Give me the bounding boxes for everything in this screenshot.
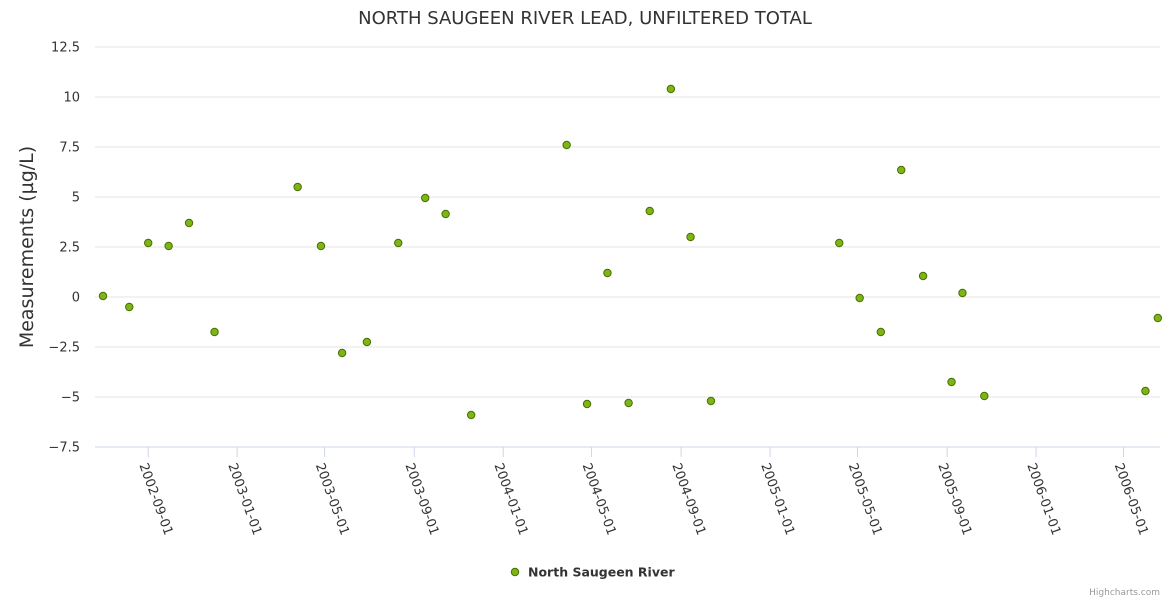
data-point[interactable] bbox=[441, 209, 450, 219]
legend-label[interactable]: North Saugeen River bbox=[528, 565, 675, 580]
data-point[interactable] bbox=[184, 218, 194, 228]
data-point[interactable] bbox=[706, 396, 716, 406]
data-point[interactable] bbox=[603, 268, 612, 278]
data-point[interactable] bbox=[421, 193, 430, 203]
y-tick-label: 2.5 bbox=[59, 241, 80, 256]
data-point[interactable] bbox=[98, 291, 108, 301]
y-tick-label: 10 bbox=[63, 91, 80, 106]
data-point[interactable] bbox=[918, 271, 928, 281]
y-tick-label: −2.5 bbox=[48, 341, 80, 356]
data-point[interactable] bbox=[645, 206, 654, 216]
x-tick-label: 2004-01-01 bbox=[490, 461, 530, 537]
data-point[interactable] bbox=[666, 84, 676, 94]
x-tick-label: 2002-09-01 bbox=[135, 461, 175, 537]
legend-marker-icon bbox=[510, 567, 520, 577]
y-axis-label: Measurements (µg/L) bbox=[16, 146, 38, 348]
credits-link[interactable]: Highcharts.com bbox=[1089, 588, 1160, 598]
data-point[interactable] bbox=[316, 241, 326, 251]
x-tick-label: 2003-09-01 bbox=[402, 461, 442, 537]
x-tick-label: 2005-09-01 bbox=[934, 461, 974, 537]
data-point[interactable] bbox=[125, 302, 134, 312]
data-point[interactable] bbox=[1141, 386, 1150, 396]
x-axis-ticks: 2002-09-01 2003-01-01 2003-05-01 2003-09-01… bbox=[135, 447, 1151, 537]
data-point[interactable] bbox=[624, 398, 633, 408]
x-tick-label: 2005-05-01 bbox=[845, 461, 885, 537]
data-point[interactable] bbox=[562, 140, 571, 150]
data-point[interactable] bbox=[1153, 313, 1163, 323]
legend[interactable]: North Saugeen River bbox=[510, 565, 675, 580]
x-tick-label: 2005-01-01 bbox=[757, 461, 797, 537]
y-tick-label: 12.5 bbox=[51, 41, 80, 56]
grid-lines bbox=[95, 46, 1160, 398]
y-tick-label: 7.5 bbox=[59, 141, 80, 156]
data-point[interactable] bbox=[897, 165, 906, 175]
x-tick-label: 2006-05-01 bbox=[1111, 461, 1151, 537]
data-point[interactable] bbox=[293, 182, 302, 192]
y-tick-label: 0 bbox=[72, 291, 80, 306]
y-tick-label: −5 bbox=[61, 391, 80, 406]
data-point[interactable] bbox=[835, 238, 844, 248]
data-point[interactable] bbox=[686, 232, 695, 242]
data-point[interactable] bbox=[210, 327, 219, 337]
data-point[interactable] bbox=[980, 391, 989, 401]
data-point[interactable] bbox=[958, 288, 967, 298]
y-axis-ticks: 12.5 10 7.5 5 2.5 0 −2.5 −5 −7.5 bbox=[48, 41, 80, 456]
data-point[interactable] bbox=[855, 293, 864, 303]
x-tick-label: 2006-01-01 bbox=[1023, 461, 1063, 537]
data-point[interactable] bbox=[144, 238, 153, 248]
data-point[interactable] bbox=[466, 410, 476, 420]
x-tick-label: 2003-05-01 bbox=[312, 461, 352, 537]
data-point[interactable] bbox=[947, 377, 956, 387]
data-point[interactable] bbox=[164, 241, 173, 251]
x-tick-label: 2004-09-01 bbox=[668, 461, 708, 537]
chart-title: NORTH SAUGEEN RIVER LEAD, UNFILTERED TOT… bbox=[358, 8, 812, 29]
y-tick-label: 5 bbox=[72, 191, 80, 206]
data-point[interactable] bbox=[876, 327, 886, 337]
data-point[interactable] bbox=[582, 399, 592, 409]
data-point[interactable] bbox=[362, 337, 372, 347]
data-points bbox=[98, 84, 1163, 420]
data-point[interactable] bbox=[394, 238, 403, 248]
x-tick-label: 2004-05-01 bbox=[579, 461, 619, 537]
y-tick-label: −7.5 bbox=[48, 441, 80, 456]
x-tick-label: 2003-01-01 bbox=[224, 461, 264, 537]
data-point[interactable] bbox=[337, 348, 347, 358]
